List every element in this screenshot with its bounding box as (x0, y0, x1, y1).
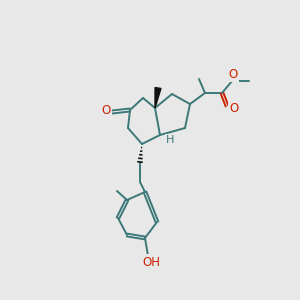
Text: O: O (230, 101, 238, 115)
Polygon shape (155, 88, 161, 108)
Text: O: O (101, 104, 111, 118)
Text: H: H (166, 135, 174, 145)
Text: OH: OH (142, 256, 160, 268)
Text: O: O (228, 68, 238, 80)
